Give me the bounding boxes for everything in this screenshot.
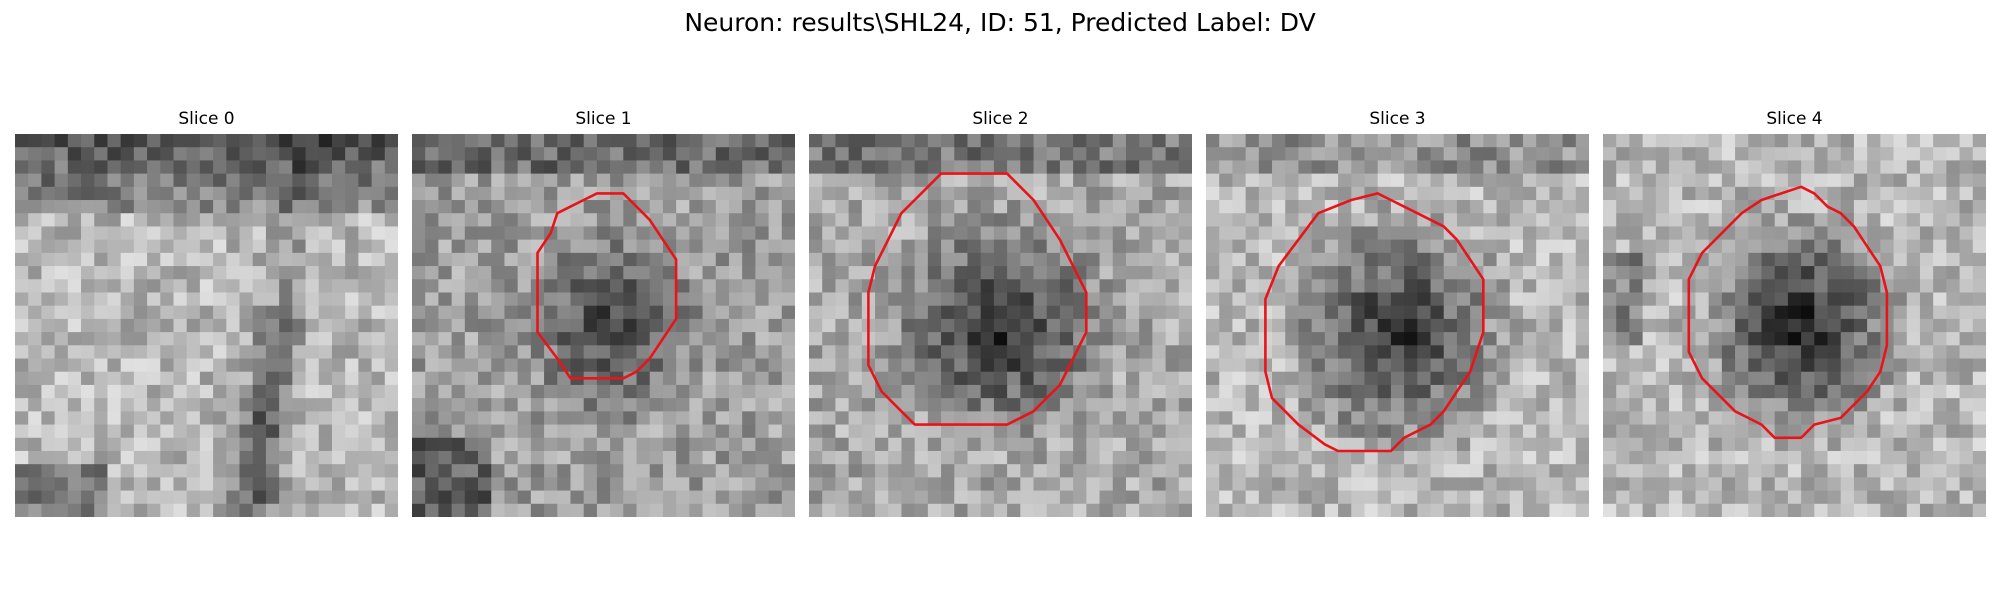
figure-title: Neuron: results\SHL24, ID: 51, Predicted… (684, 8, 1316, 37)
slice-2-image (809, 134, 1192, 517)
slice-2-contour (867, 172, 1088, 426)
slice-4-contour (1687, 185, 1889, 440)
slice-4-title: Slice 4 (1766, 109, 1823, 129)
slice-3-contour (1264, 192, 1485, 453)
slice-0-title: Slice 0 (178, 109, 235, 129)
slice-3-image (1206, 134, 1589, 517)
slice-1-micrograph (412, 134, 795, 517)
slice-0-micrograph (15, 134, 398, 517)
slice-0-image (15, 134, 398, 517)
slice-1-contour (536, 192, 678, 380)
slice-2-micrograph (809, 134, 1192, 517)
slice-2-title: Slice 2 (972, 109, 1029, 129)
slice-3-micrograph (1206, 134, 1589, 517)
slice-1-title: Slice 1 (575, 109, 632, 129)
slice-3-title: Slice 3 (1369, 109, 1426, 129)
slice-4-micrograph (1603, 134, 1986, 517)
slice-1-image (412, 134, 795, 517)
slice-4-image (1603, 134, 1986, 517)
